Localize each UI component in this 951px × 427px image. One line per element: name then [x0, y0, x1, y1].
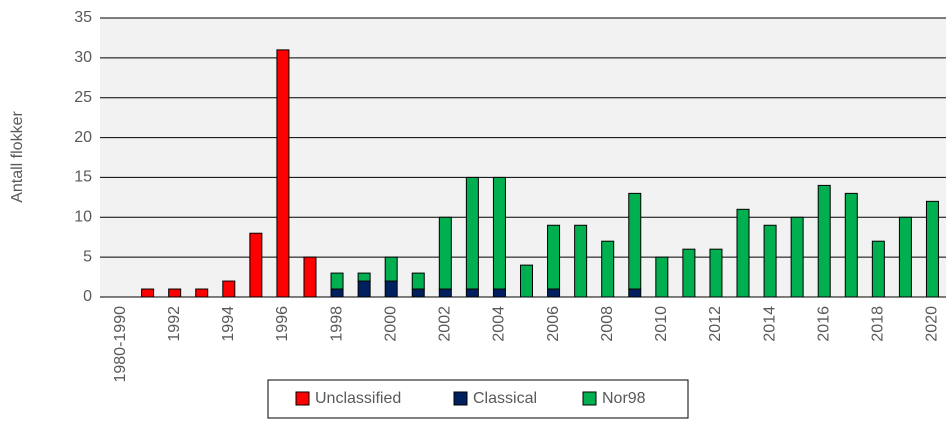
bar-segment — [763, 224, 777, 298]
y-tick-label: 30 — [74, 49, 92, 66]
bar-segment — [547, 288, 561, 298]
y-tick-label: 15 — [74, 169, 92, 186]
y-axis-label: Antall flokker — [9, 111, 26, 203]
legend-swatch — [453, 391, 468, 406]
y-tick-label: 25 — [74, 89, 92, 106]
bar-segment — [249, 232, 263, 298]
bar-segment — [925, 200, 939, 298]
plot-area — [100, 18, 946, 297]
bar-segment — [628, 288, 642, 298]
legend-label: Classical — [473, 390, 537, 407]
legend-box — [267, 379, 689, 419]
bar-segment — [465, 288, 479, 298]
x-tick-label: 2016 — [815, 306, 832, 342]
bar-segment — [898, 216, 912, 298]
x-tick-label: 1992 — [166, 306, 183, 342]
bar-segment — [411, 272, 425, 290]
bar-segment — [790, 216, 804, 298]
bar-segment — [438, 216, 452, 290]
y-tick-label: 20 — [74, 129, 92, 146]
x-tick-label: 2018 — [870, 306, 887, 342]
bar-segment — [817, 184, 831, 298]
x-tick-label: 1996 — [274, 306, 291, 342]
bar-segment — [736, 208, 750, 298]
x-tick-label: 2008 — [599, 306, 616, 342]
legend-swatch — [295, 391, 310, 406]
x-tick-label: 2006 — [545, 306, 562, 342]
y-tick-label: 10 — [74, 209, 92, 226]
y-tick-label: 35 — [74, 9, 92, 26]
bar-segment — [438, 288, 452, 298]
bar-segment — [871, 240, 885, 298]
bar-segment — [628, 192, 642, 290]
x-tick-label: 2004 — [491, 306, 508, 342]
legend-swatch — [582, 391, 597, 406]
bar-segment — [330, 288, 344, 298]
x-tick-label: 1998 — [328, 306, 345, 342]
bar-segment — [384, 280, 398, 298]
legend-label: Unclassified — [315, 390, 401, 407]
bar-segment — [357, 280, 371, 298]
bar-segment — [492, 288, 506, 298]
x-tick-label: 1994 — [220, 306, 237, 342]
bar-segment — [465, 176, 479, 290]
x-tick-label: 2012 — [707, 306, 724, 342]
x-tick-label: 2000 — [382, 306, 399, 342]
legend-label: Nor98 — [602, 390, 646, 407]
x-tick-label: 2010 — [653, 306, 670, 342]
bar-segment — [330, 272, 344, 290]
bar-segment — [844, 192, 858, 298]
bar-segment — [222, 280, 236, 298]
bar-segment — [384, 256, 398, 282]
bar-segment — [655, 256, 669, 298]
x-tick-label: 1980-1990 — [112, 306, 129, 383]
x-tick-label: 2014 — [761, 306, 778, 342]
x-tick-label: 2002 — [437, 306, 454, 342]
bar-segment — [574, 224, 588, 298]
bar-segment — [411, 288, 425, 298]
bar-segment — [276, 49, 290, 298]
bar-segment — [357, 272, 371, 282]
bar-segment — [141, 288, 155, 298]
bar-segment — [168, 288, 182, 298]
bar-segment — [547, 224, 561, 290]
bar-segment — [492, 176, 506, 290]
x-tick-label: 2020 — [924, 306, 941, 342]
bar-segment — [601, 240, 615, 298]
bar-segment — [520, 264, 533, 298]
bar-segment — [303, 256, 317, 298]
y-tick-label: 0 — [83, 288, 92, 305]
bar-segment — [709, 248, 723, 298]
bar-segment — [682, 248, 696, 298]
y-tick-label: 5 — [83, 248, 92, 265]
bar-segment — [195, 288, 209, 298]
